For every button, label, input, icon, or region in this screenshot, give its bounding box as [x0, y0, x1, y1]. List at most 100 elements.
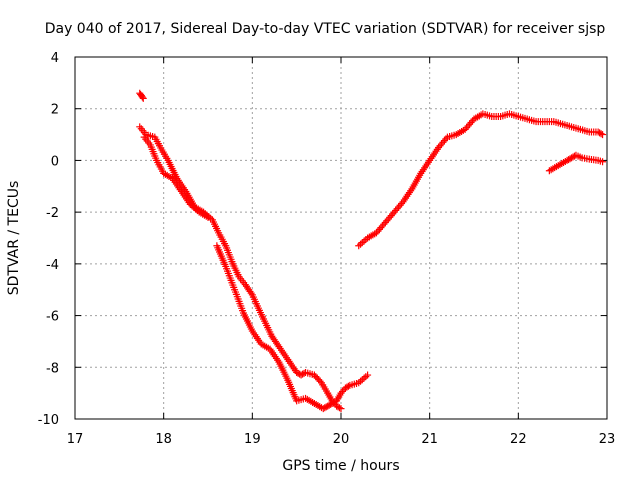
x-tick-label: 20 — [333, 432, 350, 447]
data-point — [204, 213, 212, 221]
data-point — [461, 125, 469, 133]
chart-title: Day 040 of 2017, Sidereal Day-to-day VTE… — [45, 21, 606, 37]
data-point — [384, 215, 392, 223]
grid — [75, 57, 607, 419]
data-point — [569, 153, 577, 161]
data-point — [328, 399, 336, 407]
x-tick-label: 19 — [244, 432, 261, 447]
data-point — [357, 240, 365, 248]
data-point — [389, 210, 397, 218]
data-point — [139, 94, 147, 102]
x-tick-label: 23 — [599, 432, 616, 447]
data-point — [392, 206, 400, 214]
data-point — [360, 374, 368, 382]
data-point — [398, 200, 406, 208]
data-point — [337, 389, 345, 397]
x-tick-label: 17 — [67, 432, 84, 447]
data-point — [439, 138, 447, 146]
data-point — [299, 370, 307, 378]
data-point — [599, 158, 607, 166]
data-point — [330, 399, 338, 407]
data-point — [599, 131, 607, 139]
data-point — [393, 205, 401, 213]
data-point — [321, 404, 329, 412]
data-point — [390, 208, 398, 216]
series-arc-a — [136, 89, 147, 102]
data-point — [334, 403, 342, 411]
y-tick-label: -10 — [38, 413, 59, 428]
x-ticks: 17 18 19 20 21 22 23 — [67, 57, 616, 447]
data-markers — [136, 89, 607, 413]
data-point — [565, 156, 573, 164]
data-point — [440, 137, 448, 145]
data-point — [378, 222, 386, 230]
y-tick-label: -4 — [46, 258, 59, 273]
series-arc-e — [355, 110, 607, 250]
data-point — [396, 201, 404, 209]
data-point — [355, 242, 363, 250]
data-point — [274, 341, 282, 349]
series-arc-d — [213, 242, 372, 413]
data-point — [380, 220, 388, 228]
y-tick-label: 0 — [51, 154, 59, 169]
data-point — [375, 225, 383, 233]
data-point — [324, 402, 332, 410]
x-tick-label: 22 — [510, 432, 527, 447]
data-point — [362, 373, 370, 381]
data-point — [387, 212, 395, 220]
data-point — [325, 401, 333, 409]
data-point — [381, 218, 389, 226]
data-point — [563, 156, 571, 164]
data-point — [322, 403, 330, 411]
data-point — [337, 405, 345, 413]
data-point — [435, 144, 443, 151]
data-point — [297, 371, 305, 379]
data-point — [566, 155, 574, 163]
data-point — [596, 129, 604, 137]
data-point — [467, 119, 475, 127]
data-point — [442, 135, 450, 143]
data-point — [364, 371, 372, 379]
data-point — [437, 140, 445, 148]
data-point — [336, 404, 344, 412]
y-tick-label: -6 — [46, 310, 59, 325]
data-point — [247, 289, 255, 297]
data-point — [466, 120, 474, 128]
data-point — [383, 217, 391, 225]
series-arc-f — [545, 151, 607, 175]
data-point — [594, 128, 602, 136]
data-point — [138, 93, 146, 101]
data-point — [377, 224, 385, 232]
data-point — [463, 124, 471, 132]
data-point — [319, 405, 327, 413]
data-point — [344, 382, 352, 390]
series-arc-b — [136, 123, 345, 413]
data-point — [597, 130, 605, 138]
data-point — [343, 383, 351, 391]
y-tick-label: -8 — [46, 361, 59, 376]
data-point — [386, 213, 394, 221]
data-point — [360, 237, 368, 245]
data-point — [395, 203, 403, 211]
data-point — [436, 142, 444, 150]
y-tick-label: 2 — [51, 103, 59, 118]
data-point — [327, 400, 335, 408]
data-point — [293, 368, 301, 376]
data-point — [294, 369, 302, 377]
x-tick-label: 21 — [421, 432, 438, 447]
data-point — [316, 377, 324, 385]
y-axis-label: SDTVAR / TECUs — [6, 181, 22, 296]
data-point — [464, 122, 472, 130]
x-axis-label: GPS time / hours — [282, 458, 399, 474]
y-tick-label: -2 — [46, 206, 59, 221]
data-point — [358, 239, 366, 247]
data-point — [568, 154, 576, 162]
data-point — [374, 227, 382, 235]
x-tick-label: 18 — [155, 432, 172, 447]
data-point — [358, 376, 366, 384]
y-tick-label: 4 — [51, 51, 59, 66]
data-point — [338, 387, 346, 395]
data-point — [341, 384, 349, 392]
y-ticks: -10 -8 -6 -4 -2 0 2 4 — [38, 51, 607, 428]
